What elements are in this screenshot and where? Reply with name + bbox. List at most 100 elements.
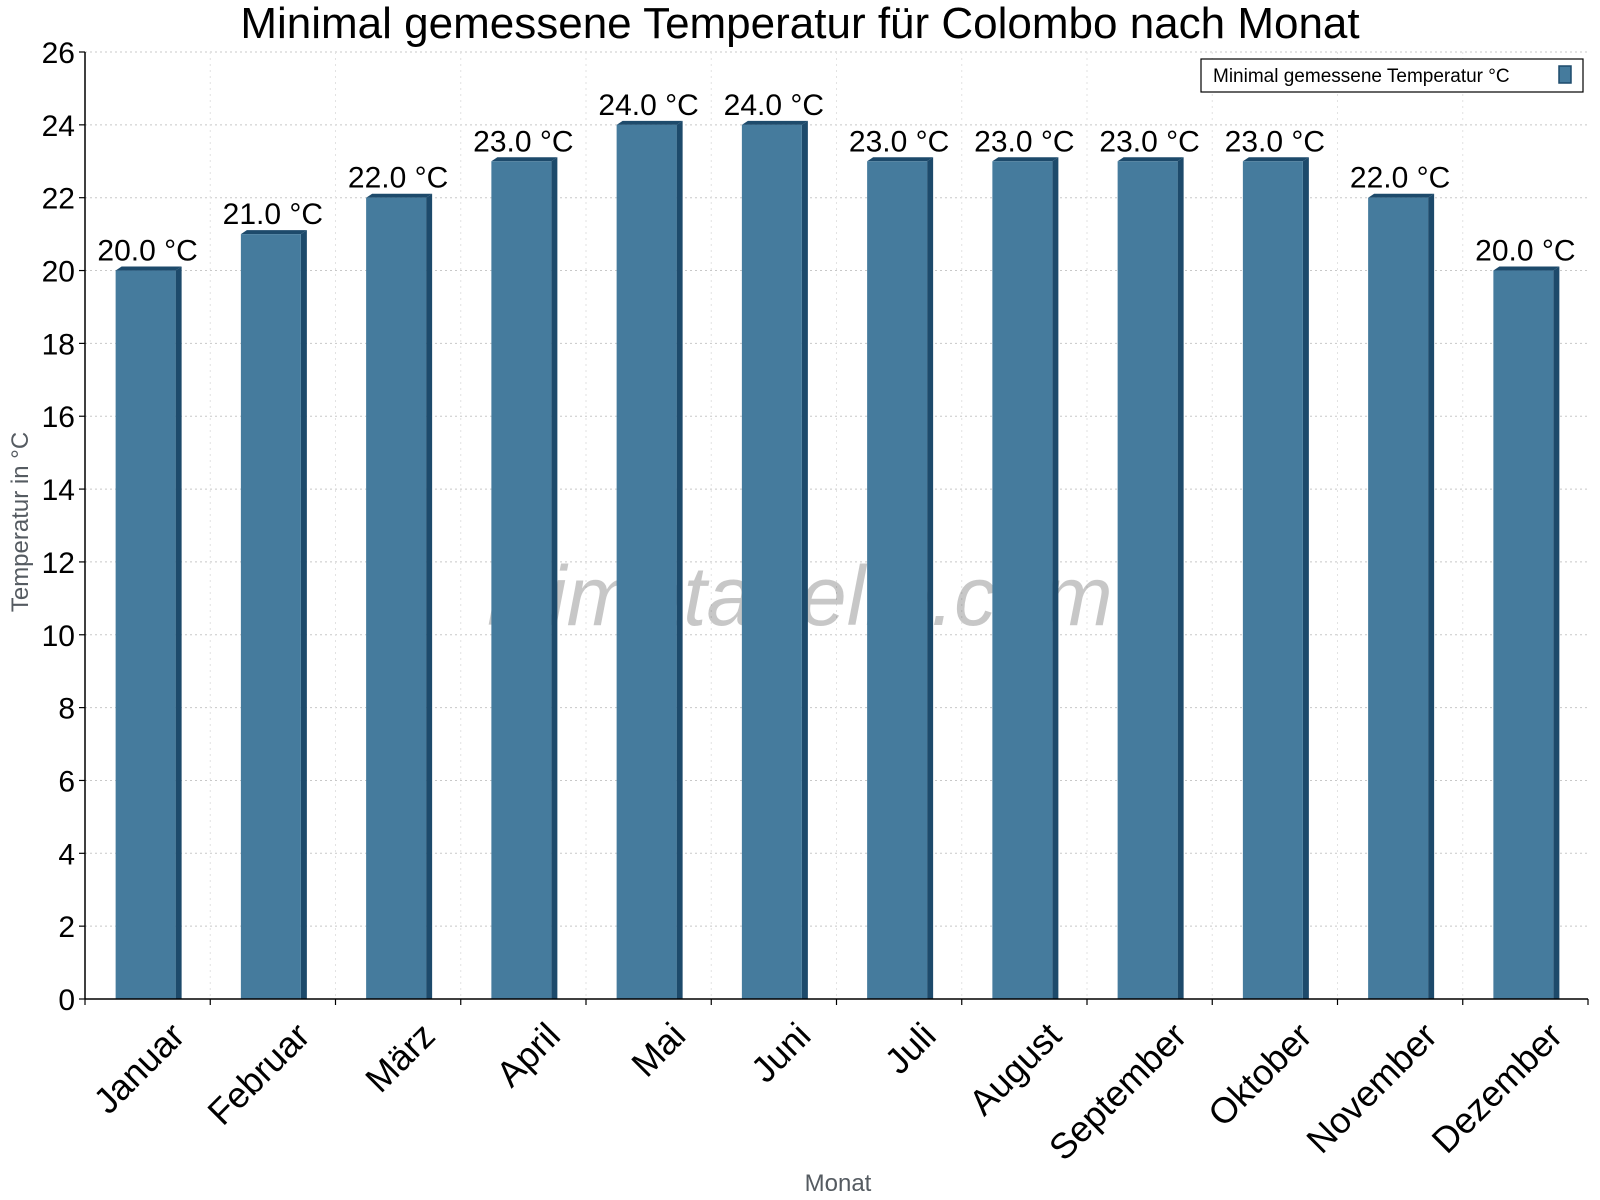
y-tick-label: 18 [42,328,75,361]
bar-april [491,157,558,999]
bar-front [115,270,176,999]
axes [79,51,1589,1005]
bar-front [992,161,1053,999]
bars [115,120,1560,1000]
x-tick-label: August [961,1015,1069,1123]
x-tick-label: Mai [623,1015,693,1085]
bar-side [1302,157,1309,999]
bar-front [741,124,802,1000]
bar-top [616,120,683,125]
legend-box [1200,58,1584,93]
bar-side [801,120,808,1000]
x-tick-label: Juli [877,1015,944,1082]
y-tick-label: 16 [42,401,75,434]
bar-side [1052,157,1059,999]
x-tick-label: Dezember [1424,1015,1570,1161]
bar-side [551,157,558,999]
bar-front [491,161,552,999]
y-tick-label: 20 [42,256,75,289]
bar-februar [240,230,307,1000]
data-label: 24.0 °C [598,89,698,122]
bar-side [1428,193,1435,999]
y-tick-label: 26 [42,37,75,70]
x-tick-label: Februar [199,1015,317,1133]
x-tick-labels: Januar Februar März April Mai Juni Juli AugustS… [85,1015,1570,1169]
bar-front [867,161,928,999]
bar-front [1242,161,1303,999]
bar-top [1242,157,1309,162]
bar-november [1368,193,1435,999]
bar-september [1117,157,1184,999]
x-tick-label: April [488,1015,568,1095]
bar-oktober [1242,157,1309,999]
bar-front [616,124,677,1000]
bar-top [1117,157,1184,162]
bar-januar [115,266,182,999]
data-label: 20.0 °C [1475,235,1575,268]
bar-august [992,157,1059,999]
data-label: 23.0 °C [849,125,949,158]
data-label: 23.0 °C [473,125,573,158]
y-tick-label: 2 [58,911,75,944]
data-label: 22.0 °C [348,162,448,195]
legend-entry: Minimal gemessene Temperatur °C [1213,66,1510,87]
grid-lines [85,51,1588,999]
y-tick-label: 12 [42,547,75,580]
bar-top [240,230,307,235]
chart-title: Minimal gemessene Temperatur für Colombo… [240,0,1359,48]
bar-dezember [1493,266,1560,999]
bar-juli [867,157,934,999]
bar-side [927,157,934,999]
bar-side [426,193,433,999]
data-label: 22.0 °C [1350,162,1450,195]
bar-top [1493,266,1560,271]
bar-top [992,157,1059,162]
data-label: 23.0 °C [1225,125,1325,158]
bar-side [175,266,182,999]
data-label: 23.0 °C [1099,125,1199,158]
data-label: 21.0 °C [223,198,323,231]
bar-top [867,157,934,162]
y-tick-label: 22 [42,183,75,216]
y-axis-label: Temperatur in °C [7,432,34,612]
y-tick-label: 14 [42,474,75,507]
data-label: 20.0 °C [97,235,197,268]
x-axis-label: Monat [805,1170,872,1197]
bar-side [1177,157,1184,999]
bar-top [115,266,182,271]
bar-side [300,230,307,1000]
bar-front [240,234,301,1000]
bar-front [1368,197,1429,999]
bar-front [1117,161,1178,999]
legend-swatch [1558,65,1572,84]
data-labels: 20.0 °C 21.0 °C 22.0 °C 23.0 °C 24.0 °C 24.0 … [97,89,1575,268]
x-tick-label: September [1041,1015,1195,1169]
y-tick-label: 4 [58,838,75,871]
bar-front [1493,270,1554,999]
data-label: 23.0 °C [974,125,1074,158]
bar-top [491,157,558,162]
y-tick-label: 10 [42,620,75,653]
bar-side [1553,266,1560,999]
bar-top [366,193,433,198]
bar-side [676,120,683,1000]
bar-juni [741,120,808,1000]
x-tick-label: Oktober [1200,1015,1320,1135]
y-tick-label: 8 [58,693,75,726]
x-tick-label: Januar [85,1015,192,1122]
bar-top [741,120,808,125]
bar-mai [616,120,683,1000]
x-tick-label: November [1298,1015,1444,1161]
x-tick-label: Juni [743,1015,819,1091]
legend: Minimal gemessene Temperatur °C [1200,58,1584,93]
y-tick-label: 6 [58,765,75,798]
data-label: 24.0 °C [724,89,824,122]
y-tick-label: 0 [58,984,75,1017]
bar-top [1368,193,1435,198]
x-tick-label: März [357,1015,443,1101]
bar-front [366,197,427,999]
y-tick-label: 24 [42,110,75,143]
